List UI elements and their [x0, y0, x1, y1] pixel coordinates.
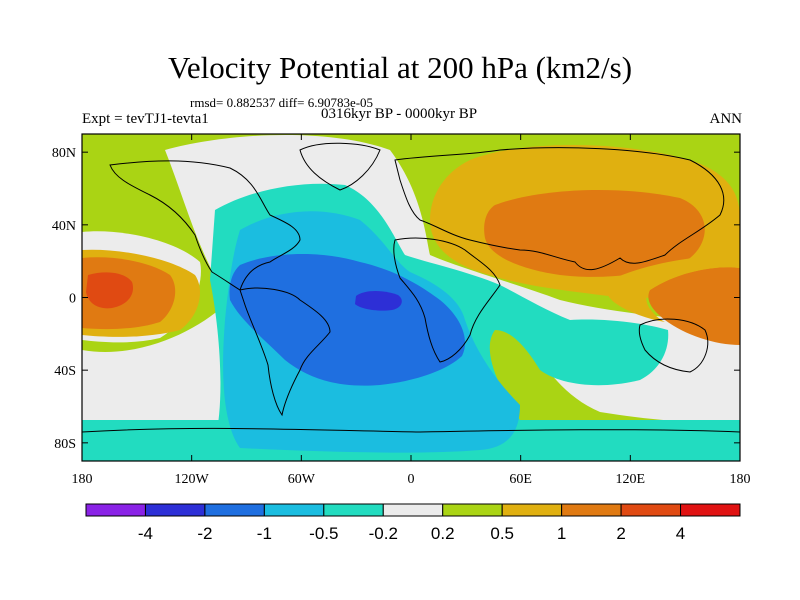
contour-pos-1-indo — [648, 267, 740, 345]
y-tick-label: 80S — [54, 437, 76, 452]
x-tick-label: 180 — [730, 472, 751, 487]
chart-title: Velocity Potential at 200 hPa (km2/s) — [167, 50, 633, 85]
y-tick-label: 40S — [54, 364, 76, 379]
colorbar: -4 -2 -1 -0.5 -0.2 0.2 0.5 1 2 4 — [85, 503, 741, 543]
y-tick-label: 80N — [52, 146, 76, 161]
contour-pos-2-pacific — [86, 272, 134, 309]
x-tick-label: 180 — [72, 472, 93, 487]
x-tick-label: 120W — [175, 472, 210, 487]
contour-pos-1-eurasia — [484, 189, 705, 277]
colorbar-swatch — [204, 503, 265, 517]
x-tick-label: 120E — [616, 472, 646, 487]
colorbar-label: -1 — [257, 524, 272, 543]
colorbar-swatch — [263, 503, 325, 517]
stats-label: rmsd= 0.882537 diff= 6.90783e-05 — [190, 95, 374, 110]
contour-pos-0.5-indo — [608, 255, 740, 322]
colorbar-swatch — [85, 503, 146, 517]
y-tick-label: 40N — [52, 219, 76, 234]
colorbar-label: 4 — [676, 524, 685, 543]
season-label: ANN — [709, 111, 743, 127]
axis-ticks: 180 120W 60W 0 60E 120E 180 80N 40N 0 40S 80S — [52, 134, 751, 487]
colorbar-swatch — [382, 503, 444, 517]
experiment-label: Expt = tevTJ1-tevta1 — [82, 111, 209, 127]
coastlines — [82, 142, 740, 433]
contour-field — [82, 134, 740, 461]
colorbar-label: -0.5 — [309, 524, 338, 543]
colorbar-swatch — [501, 503, 563, 517]
contour-neg-2 — [355, 291, 402, 311]
colorbar-swatch — [680, 503, 741, 517]
colorbar-label: -2 — [197, 524, 212, 543]
colorbar-swatch — [561, 503, 622, 517]
x-tick-label: 0 — [408, 472, 415, 487]
contour-neg-1 — [229, 254, 466, 386]
colorbar-label: -0.2 — [369, 524, 398, 543]
colorbar-label: 0.5 — [490, 524, 514, 543]
colorbar-swatch — [442, 503, 503, 517]
x-tick-label: 60E — [509, 472, 532, 487]
colorbar-swatch — [144, 503, 206, 517]
colorbar-swatch — [620, 503, 682, 517]
period-label: 0316kyr BP - 0000kyr BP — [321, 106, 478, 122]
colorbar-label: 2 — [616, 524, 625, 543]
colorbar-label: -4 — [138, 524, 153, 543]
colorbar-label: 1 — [557, 524, 566, 543]
colorbar-label: 0.2 — [431, 524, 455, 543]
x-tick-label: 60W — [288, 472, 316, 487]
y-tick-label: 0 — [69, 292, 76, 307]
colorbar-swatch — [323, 503, 384, 517]
